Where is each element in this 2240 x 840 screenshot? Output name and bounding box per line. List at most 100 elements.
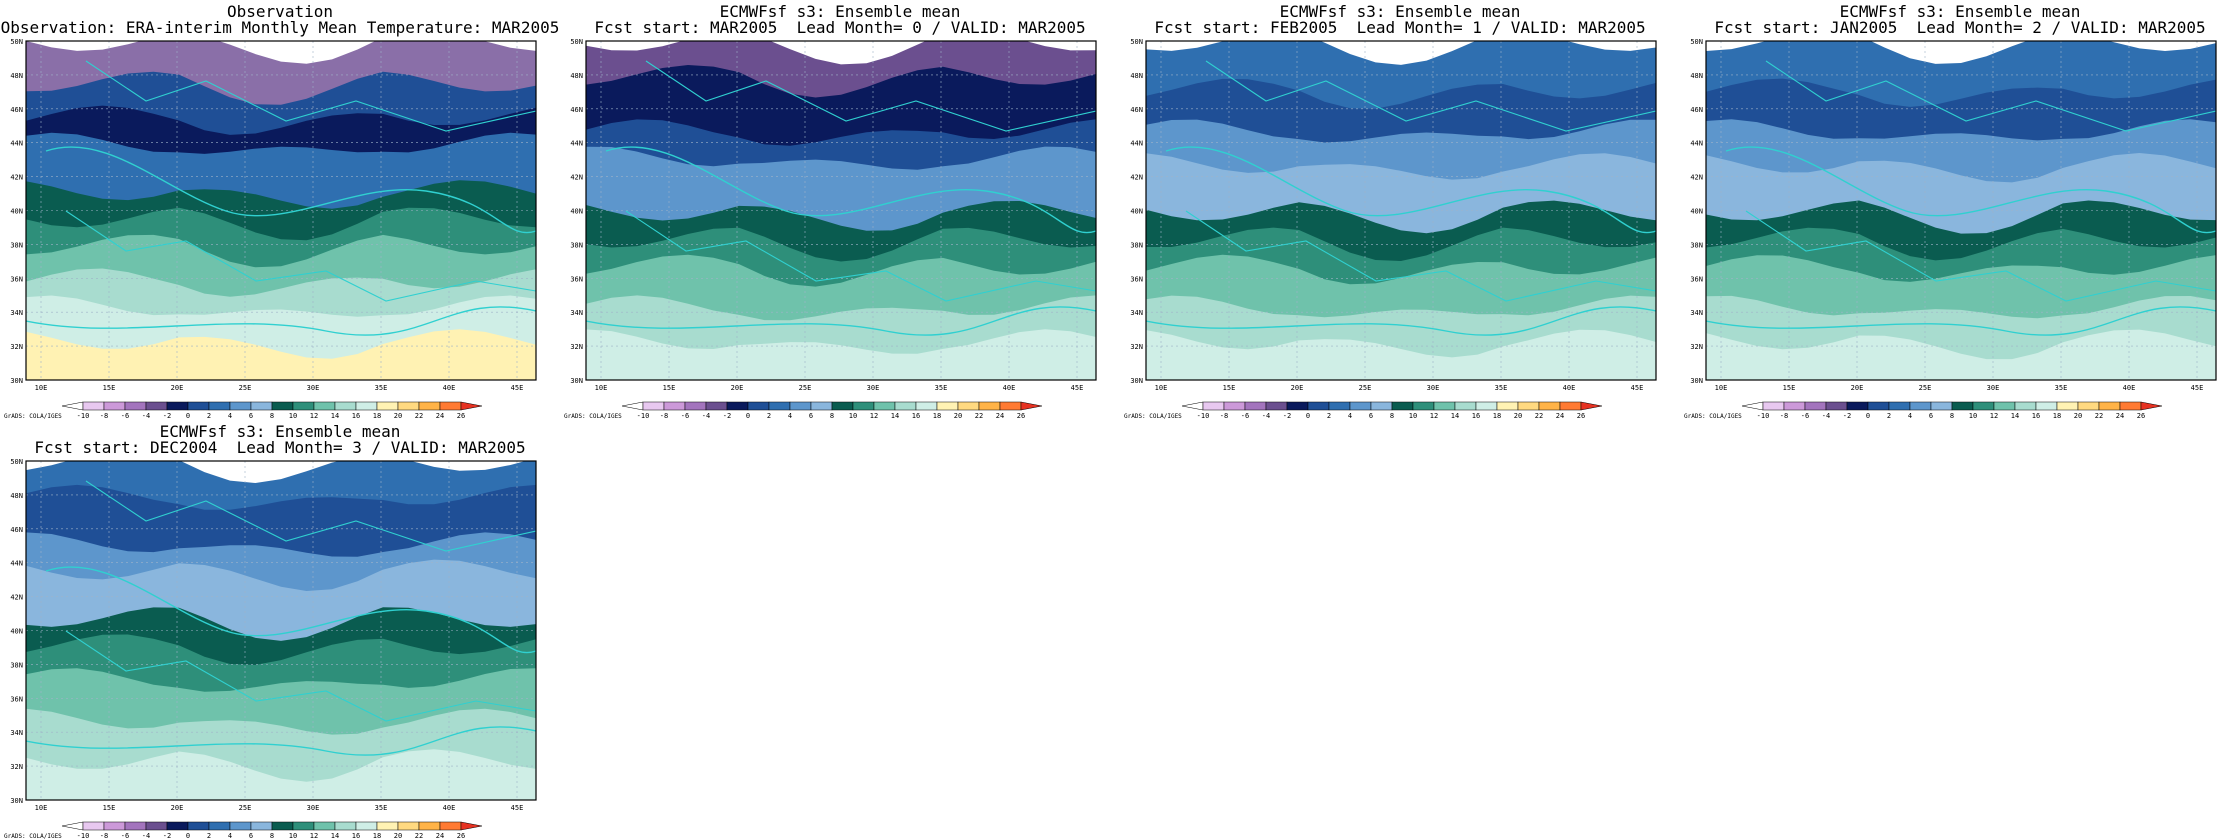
colorbar-tick-label: 2 [207, 412, 211, 420]
colorbar-swatch [1909, 401, 1932, 411]
colorbar-tick-label: 14 [1451, 412, 1459, 420]
grads-credit: GrADS: COLA/IGES [564, 413, 622, 420]
contour-band [1146, 329, 1656, 380]
temperature-map: 30N 32N 34N 36N 38N 40N 42N 44N 46N 48N 50N 10E 15E 2… [1684, 38, 2217, 420]
colorbar-swatch [2098, 401, 2121, 411]
lat-tick-label: 50N [1690, 38, 1703, 46]
grads-credit: GrADS: COLA/IGES [1684, 413, 1742, 420]
colorbar-tick-label: 10 [849, 412, 857, 420]
colorbar-tick-label: -6 [681, 412, 689, 420]
colorbar-swatch [1454, 401, 1477, 411]
colorbar-tick-label: 18 [373, 412, 381, 420]
colorbar-tick-label: 26 [1577, 412, 1585, 420]
colorbar-swatch [397, 821, 420, 831]
coastline [26, 306, 536, 336]
colorbar-swatch [250, 401, 273, 411]
lon-tick-label: 20E [171, 804, 184, 812]
lat-tick-label: 50N [10, 458, 23, 466]
lat-tick-label: 32N [1130, 343, 1143, 351]
lat-tick-label: 34N [10, 309, 23, 317]
lat-tick-label: 48N [10, 492, 23, 500]
colorbar-tick-label: 4 [228, 412, 232, 420]
country-border [65, 210, 536, 302]
lat-tick-label: 30N [1130, 377, 1143, 385]
lat-tick-label: 48N [1130, 72, 1143, 80]
lon-tick-label: 40E [443, 804, 456, 812]
colorbar-swatch [831, 401, 854, 411]
panel-lead-3: ECMWFsf s3: Ensemble mean Fcst start: DE… [0, 420, 560, 840]
lat-tick-label: 30N [10, 377, 23, 385]
colorbar-swatch [1888, 401, 1911, 411]
colorbar-tick-label: 22 [415, 832, 423, 840]
colorbar-swatch [460, 821, 483, 831]
colorbar-tick-label: 16 [912, 412, 920, 420]
colorbar-swatch [1370, 401, 1393, 411]
colorbar-tick-label: 18 [2053, 412, 2061, 420]
colorbar-tick-label: 16 [352, 832, 360, 840]
colorbar-swatch [271, 821, 294, 831]
panel-lead-2: ECMWFsf s3: Ensemble mean Fcst start: JA… [1680, 0, 2240, 420]
plot-frame [1145, 40, 1657, 381]
panel-title: ECMWFsf s3: Ensemble mean [1839, 2, 2081, 21]
temperature-map: 30N 32N 34N 36N 38N 40N 42N 44N 46N 48N 50N 10E 15E 2… [564, 38, 1097, 420]
colorbar-tick-label: -2 [163, 412, 171, 420]
colorbar-tick-label: 0 [746, 412, 750, 420]
colorbar-swatch [1741, 401, 1764, 411]
panel-subtitle: Fcst start: FEB2005 Lead Month= 1 / VALI… [1154, 18, 1646, 37]
colorbar-swatch [978, 401, 1001, 411]
colorbar-swatch [1496, 401, 1519, 411]
lat-tick-label: 36N [1130, 275, 1143, 283]
contour-band [586, 329, 1096, 380]
colorbar-tick-label: -2 [1283, 412, 1291, 420]
lon-tick-label: 45E [511, 384, 524, 392]
lat-tick-label: 36N [10, 275, 23, 283]
colorbar-swatch [999, 401, 1022, 411]
grads-credit: GrADS: COLA/IGES [4, 833, 62, 840]
colorbar-swatch [229, 401, 252, 411]
colorbar-tick-label: 26 [1017, 412, 1025, 420]
contour-band [26, 749, 536, 800]
colorbar-tick-label: 20 [1514, 412, 1522, 420]
colorbar-swatch [1972, 401, 1995, 411]
lon-tick-label: 40E [443, 384, 456, 392]
lon-tick-label: 35E [375, 804, 388, 812]
lon-tick-label: 25E [799, 384, 812, 392]
colorbar-swatch [747, 401, 770, 411]
coastline [1146, 306, 1656, 336]
colorbar-tick-label: 6 [249, 832, 253, 840]
colorbar-swatch [1846, 401, 1869, 411]
panel-observation: Observation Observation: ERA-interim Mon… [0, 0, 560, 421]
lat-tick-label: 40N [10, 628, 23, 636]
colorbar-swatch [936, 401, 959, 411]
lat-tick-label: 32N [570, 343, 583, 351]
colorbar-tick-label: 0 [1866, 412, 1870, 420]
colorbar-tick-label: 14 [331, 412, 339, 420]
country-border [1745, 210, 2216, 302]
colorbar-tick-label: 12 [870, 412, 878, 420]
colorbar-tick-label: 2 [767, 412, 771, 420]
lat-tick-label: 36N [1690, 275, 1703, 283]
colorbar-swatch [642, 401, 665, 411]
colorbar-swatch [103, 821, 126, 831]
colorbar-tick-label: 10 [289, 412, 297, 420]
colorbar-tick-label: 12 [1430, 412, 1438, 420]
lat-tick-label: 50N [570, 38, 583, 46]
colorbar-swatch [1412, 401, 1435, 411]
colorbar-tick-label: -6 [1801, 412, 1809, 420]
lon-tick-label: 25E [1919, 384, 1932, 392]
lon-tick-label: 35E [1495, 384, 1508, 392]
coastline [1725, 146, 2216, 234]
colorbar-tick-label: 4 [1908, 412, 1912, 420]
lat-tick-label: 36N [570, 275, 583, 283]
lat-tick-label: 46N [10, 526, 23, 534]
colorbar-tick-label: 4 [1348, 412, 1352, 420]
lon-tick-label: 30E [307, 384, 320, 392]
lat-tick-label: 34N [10, 729, 23, 737]
lat-tick-label: 44N [1130, 140, 1143, 148]
colorbar-swatch [208, 401, 231, 411]
lon-tick-label: 15E [103, 384, 116, 392]
temperature-map: 30N 32N 34N 36N 38N 40N 42N 44N 46N 48N 50N 10E 15E 2… [4, 38, 537, 420]
colorbar-tick-label: 24 [2116, 412, 2124, 420]
lat-tick-label: 40N [1690, 208, 1703, 216]
colorbar-tick-label: 24 [436, 832, 444, 840]
